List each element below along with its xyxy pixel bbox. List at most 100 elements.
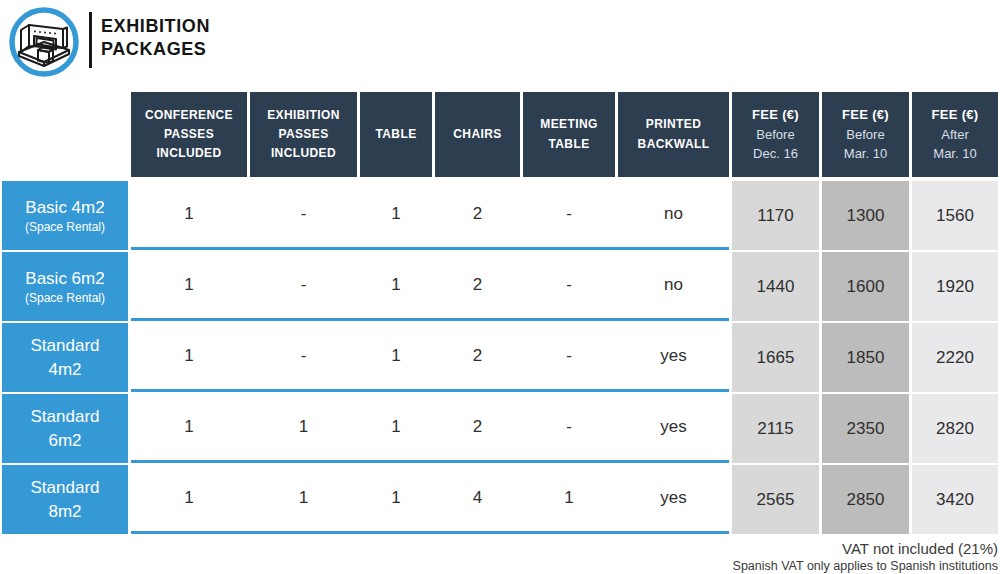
cell-printed-backwall: yes [618, 394, 729, 460]
cell-table: 1 [360, 323, 432, 389]
cell-fee-after-mar10: 1920 [912, 252, 998, 321]
fee-sub-line2: Mar. 10 [933, 144, 976, 164]
row-header-standard-4m2: Standard 4m2 [2, 323, 128, 392]
cell-printed-backwall: yes [618, 465, 729, 531]
cell-fee-before-dec16: 1170 [732, 181, 819, 250]
page-title: EXHIBITION PACKAGES [101, 6, 210, 62]
cell-fee-before-dec16: 2565 [732, 465, 819, 534]
table-row-basic-6m2: Basic 6m2 (Space Rental) 1 - 1 2 - no 14… [2, 252, 998, 321]
pricing-table: CONFERENCE PASSES INCLUDED EXHIBITION PA… [2, 92, 998, 534]
row-label: Standard [31, 334, 100, 358]
column-header-meeting-table: MEETING TABLE [523, 92, 615, 177]
column-header-fee-before-dec16: FEE (€) Before Dec. 16 [732, 92, 819, 177]
table-header-zone: CONFERENCE PASSES INCLUDED EXHIBITION PA… [131, 92, 729, 177]
row-label: Standard [31, 476, 100, 500]
cell-fee-after-mar10: 1560 [912, 181, 998, 250]
cell-printed-backwall: no [618, 181, 729, 247]
cell-meeting-table: - [523, 394, 615, 460]
table-row-basic-4m2: Basic 4m2 (Space Rental) 1 - 1 2 - no 11… [2, 181, 998, 250]
vat-note: VAT not included (21%) Spanish VAT only … [2, 540, 998, 574]
fee-label: FEE (€) [752, 105, 799, 125]
row-sublabel: 6m2 [48, 429, 81, 453]
cell-table: 1 [360, 252, 432, 318]
cell-fee-before-mar10: 2350 [822, 394, 909, 463]
column-header-conference-passes: CONFERENCE PASSES INCLUDED [131, 92, 247, 177]
cell-table: 1 [360, 394, 432, 460]
row-header-standard-8m2: Standard 8m2 [2, 465, 128, 534]
row-header-standard-6m2: Standard 6m2 [2, 394, 128, 463]
cell-fee-after-mar10: 2820 [912, 394, 998, 463]
row-values: 1 - 1 2 - no [131, 252, 729, 321]
row-label: Basic 6m2 [25, 267, 104, 291]
cell-chairs: 2 [435, 323, 520, 389]
cell-conference-passes: 1 [131, 252, 247, 318]
row-values: 1 - 1 2 - yes [131, 323, 729, 392]
cell-chairs: 4 [435, 465, 520, 531]
cell-fee-before-mar10: 2850 [822, 465, 909, 534]
cell-table: 1 [360, 465, 432, 531]
cell-meeting-table: 1 [523, 465, 615, 531]
cell-exhibition-passes: - [250, 181, 357, 247]
row-header-basic-4m2: Basic 4m2 (Space Rental) [2, 181, 128, 250]
cell-exhibition-passes: - [250, 323, 357, 389]
row-header-basic-6m2: Basic 6m2 (Space Rental) [2, 252, 128, 321]
column-header-fee-after-mar10: FEE (€) After Mar. 10 [912, 92, 998, 177]
vat-note-line1: VAT not included (21%) [2, 540, 998, 559]
cell-meeting-table: - [523, 181, 615, 247]
cell-fee-before-dec16: 1665 [732, 323, 819, 392]
cell-exhibition-passes: - [250, 252, 357, 318]
cell-table: 1 [360, 181, 432, 247]
column-header-table: TABLE [360, 92, 432, 177]
cell-printed-backwall: yes [618, 323, 729, 389]
table-row-standard-8m2: Standard 8m2 1 1 1 4 1 yes 2565 2850 342… [2, 465, 998, 534]
cell-chairs: 2 [435, 394, 520, 460]
fee-sub-line1: After [941, 125, 968, 145]
cell-conference-passes: 1 [131, 323, 247, 389]
cell-meeting-table: - [523, 323, 615, 389]
row-values: 1 1 1 4 1 yes [131, 465, 729, 534]
cell-fee-before-dec16: 1440 [732, 252, 819, 321]
exhibition-packages-page: EXHIBITION PACKAGES CONFERENCE PASSES IN… [0, 0, 1000, 574]
page-title-line1: EXHIBITION [101, 15, 210, 38]
row-sublabel: 4m2 [48, 358, 81, 382]
fee-sub-line1: Before [756, 125, 794, 145]
cell-fee-before-mar10: 1850 [822, 323, 909, 392]
vat-note-line2: Spanish VAT only applies to Spanish inst… [2, 559, 998, 574]
column-header-fee-before-mar10: FEE (€) Before Mar. 10 [822, 92, 909, 177]
cell-fee-before-dec16: 2115 [732, 394, 819, 463]
cell-chairs: 2 [435, 181, 520, 247]
fee-sub-line2: Mar. 10 [844, 144, 887, 164]
fee-label: FEE (€) [932, 105, 979, 125]
cell-exhibition-passes: 1 [250, 465, 357, 531]
cell-conference-passes: 1 [131, 394, 247, 460]
title-divider [89, 12, 92, 68]
page-title-line2: PACKAGES [101, 38, 210, 61]
column-header-chairs: CHAIRS [435, 92, 520, 177]
row-sublabel: 8m2 [48, 500, 81, 524]
cell-fee-after-mar10: 3420 [912, 465, 998, 534]
table-header-row: CONFERENCE PASSES INCLUDED EXHIBITION PA… [2, 92, 998, 177]
brand-header: EXHIBITION PACKAGES [0, 0, 1000, 80]
column-header-printed-backwall: PRINTED BACKWALL [618, 92, 729, 177]
fee-label: FEE (€) [842, 105, 889, 125]
cell-fee-before-mar10: 1600 [822, 252, 909, 321]
cell-fee-before-mar10: 1300 [822, 181, 909, 250]
table-corner-spacer [2, 92, 128, 177]
cell-conference-passes: 1 [131, 465, 247, 531]
cell-conference-passes: 1 [131, 181, 247, 247]
column-header-exhibition-passes: EXHIBITION PASSES INCLUDED [250, 92, 357, 177]
row-label: Basic 4m2 [25, 196, 104, 220]
row-label: Standard [31, 405, 100, 429]
fee-sub-line1: Before [846, 125, 884, 145]
fee-sub-line2: Dec. 16 [753, 144, 798, 164]
cell-fee-after-mar10: 2220 [912, 323, 998, 392]
cell-meeting-table: - [523, 252, 615, 318]
table-row-standard-6m2: Standard 6m2 1 1 1 2 - yes 2115 2350 282… [2, 394, 998, 463]
cell-printed-backwall: no [618, 252, 729, 318]
cell-exhibition-passes: 1 [250, 394, 357, 460]
row-values: 1 1 1 2 - yes [131, 394, 729, 463]
row-sublabel: (Space Rental) [25, 220, 105, 234]
row-values: 1 - 1 2 - no [131, 181, 729, 250]
table-row-standard-4m2: Standard 4m2 1 - 1 2 - yes 1665 1850 222… [2, 323, 998, 392]
exhibition-booth-icon [8, 6, 80, 78]
